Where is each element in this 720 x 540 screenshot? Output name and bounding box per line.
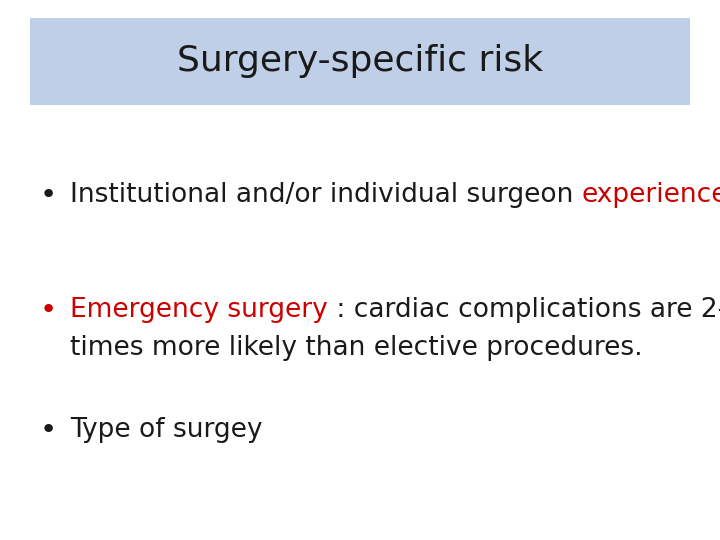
Text: Institutional and/or individual surgeon: Institutional and/or individual surgeon [70, 182, 582, 208]
Text: experience: experience [582, 182, 720, 208]
Text: Surgery-specific risk: Surgery-specific risk [177, 44, 543, 78]
Text: Emergency surgery: Emergency surgery [70, 297, 328, 323]
Bar [30, 18, 690, 105]
Text: •: • [40, 181, 57, 209]
Text: •: • [40, 416, 57, 444]
Text: Type of surgey: Type of surgey [70, 417, 263, 443]
Text: •: • [40, 296, 57, 324]
Text: : cardiac complications are 2-5: : cardiac complications are 2-5 [328, 297, 720, 323]
Text: times more likely than elective procedures.: times more likely than elective procedur… [70, 335, 643, 361]
